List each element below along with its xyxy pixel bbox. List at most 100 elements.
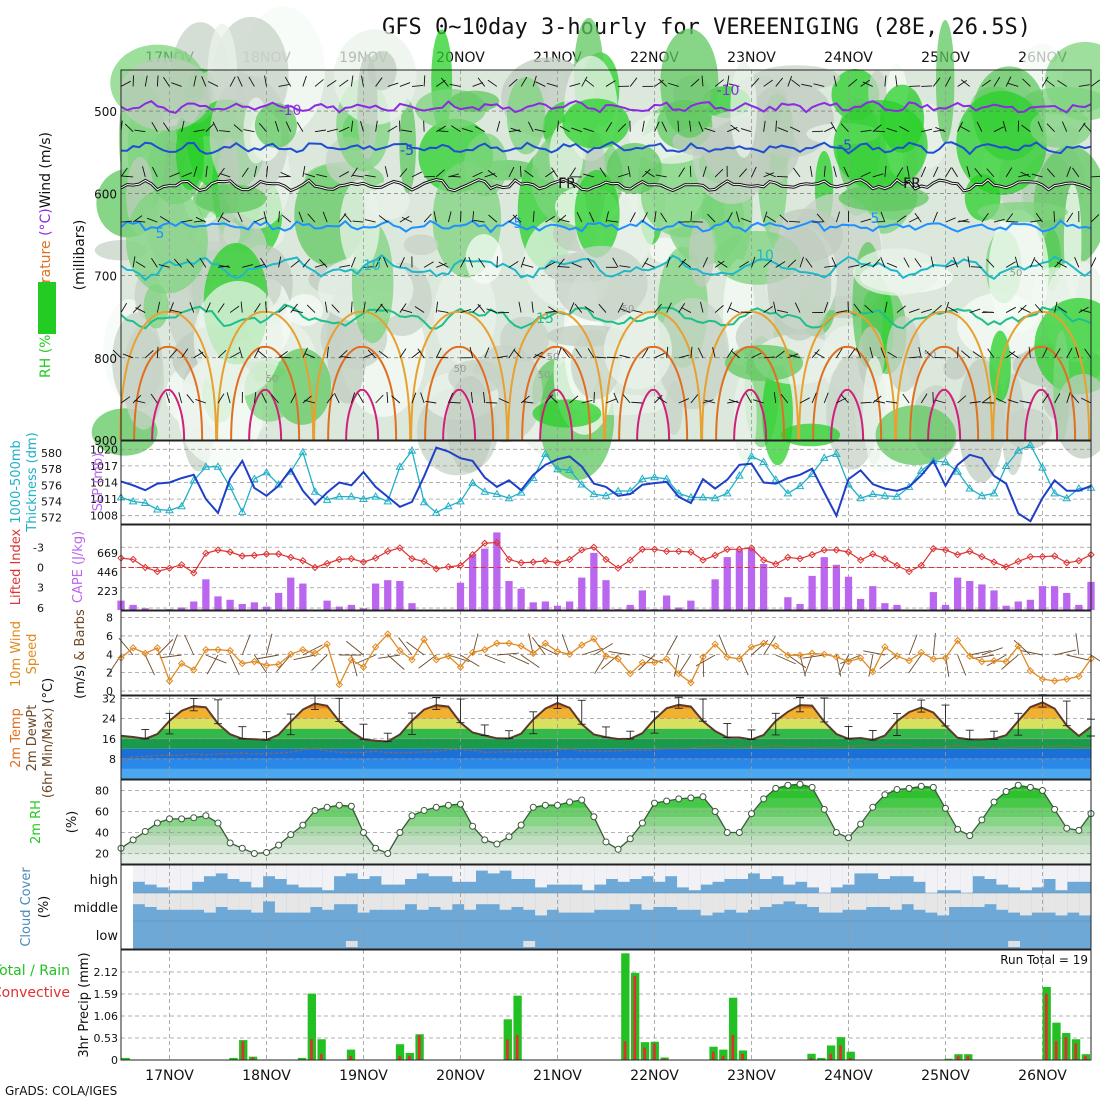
wind-barb [206, 654, 219, 675]
wind-barb [487, 79, 498, 87]
wind-barb [838, 654, 849, 675]
wind-barb [655, 174, 667, 178]
wind-barb [302, 258, 311, 268]
lifted-index-point [141, 563, 149, 572]
wind-speed-point [250, 657, 259, 666]
thickness-point [783, 488, 793, 497]
cape-bar [505, 581, 513, 610]
wind-barb [932, 633, 936, 656]
wind-barb [169, 634, 178, 656]
wind-barb [447, 392, 454, 404]
wind-barb [1075, 347, 1080, 358]
rh-point [481, 836, 489, 844]
thickness-point [589, 489, 599, 498]
rh-point [820, 805, 828, 813]
wind-speed-point [881, 643, 889, 651]
cloud-gap-cell [511, 893, 524, 907]
rh-point [687, 794, 695, 802]
wind-speed-point [638, 658, 647, 667]
cloud-gap-cell [606, 893, 618, 910]
wind-barb [1057, 306, 1067, 313]
wind-barb [1084, 348, 1092, 359]
precip-total-bar [621, 953, 630, 1060]
rh-band [121, 854, 1091, 864]
isotherm-line-inner [120, 178, 1092, 192]
minmax-whisker [917, 699, 926, 713]
wind-barb [587, 258, 595, 268]
wind-barb [545, 261, 556, 268]
wind-barb [531, 301, 534, 313]
cloud-gap-cell [310, 865, 323, 888]
wind-barb [617, 123, 627, 132]
wind-barb [726, 348, 734, 359]
wind-barb [242, 264, 254, 268]
slp-tick-label: 1017 [90, 460, 118, 473]
cape-bar [1038, 586, 1047, 610]
thickness-point [1026, 440, 1035, 449]
isotherm-label: -10 [279, 103, 302, 119]
cloud-gap-cell [416, 893, 429, 910]
rh-contour-fill [956, 91, 1047, 195]
wind-barb [220, 215, 231, 223]
cloud-gap-cell [523, 865, 536, 879]
wind-barb [869, 347, 874, 358]
cloud-gap-cell [416, 865, 429, 874]
wind-barb [967, 256, 971, 268]
wind-barb [569, 395, 579, 404]
wind-speed-point [456, 663, 465, 671]
bottom-date-label: 18NOV [242, 1068, 291, 1084]
thickness-point [1013, 446, 1023, 454]
cloud-gap-cell [748, 865, 760, 874]
lifted-index-point [808, 550, 816, 559]
wind-barb [243, 129, 255, 133]
wind-speed-point [856, 654, 865, 662]
cloud-gap-cell [830, 865, 843, 888]
lifted-index-point [153, 567, 162, 576]
wind-barb [654, 303, 662, 313]
wind-barb [418, 654, 437, 669]
wind-barb [302, 395, 312, 404]
precip-convective-bar [839, 1045, 842, 1060]
lifted-index-point [602, 555, 610, 564]
wind-barb [296, 121, 304, 132]
wind-barb [468, 256, 474, 268]
rh-point [444, 801, 452, 809]
wind-barb [533, 351, 543, 359]
precip-convective-bar [319, 1053, 323, 1060]
wind-barb [993, 218, 1005, 223]
precip-convective-bar [241, 1041, 245, 1060]
rh-contour-fill [753, 65, 840, 91]
wind-barb [712, 346, 716, 358]
wind-barb [401, 309, 413, 313]
wind-barb [896, 305, 906, 313]
wind-barb [229, 352, 240, 359]
wind-barb [355, 654, 376, 665]
wind-barb [545, 170, 555, 178]
wind-barb [1030, 219, 1042, 223]
cloud-panel-frame [120, 864, 1092, 950]
wind-speed-point [371, 643, 380, 651]
wind-barb [848, 79, 858, 87]
minmax-whisker [747, 729, 756, 740]
wind-barb [384, 166, 389, 177]
wind-panel-frame [120, 610, 1092, 696]
rh-legend-swatch [38, 282, 56, 334]
wind-speed-point [420, 635, 428, 644]
lifted-index-point [711, 551, 719, 560]
wind-barb [728, 83, 740, 87]
wind-barb [178, 392, 183, 404]
wind-barb [284, 76, 292, 87]
cape-bar [529, 602, 537, 610]
wind-barb [1078, 84, 1090, 87]
rh-contour-fill [656, 297, 730, 410]
wind-speed-point [408, 656, 416, 664]
wind-barb [773, 392, 777, 404]
wind-barb [238, 347, 243, 358]
isotherm-label: -5 [400, 143, 414, 159]
pressure-tick-label: 600 [94, 187, 117, 201]
wind-barb [322, 211, 328, 223]
cloud-gap-cell [215, 893, 228, 907]
cloud-gap-cell [677, 893, 689, 910]
wind-barb [124, 123, 134, 132]
wind-barb [469, 346, 474, 358]
